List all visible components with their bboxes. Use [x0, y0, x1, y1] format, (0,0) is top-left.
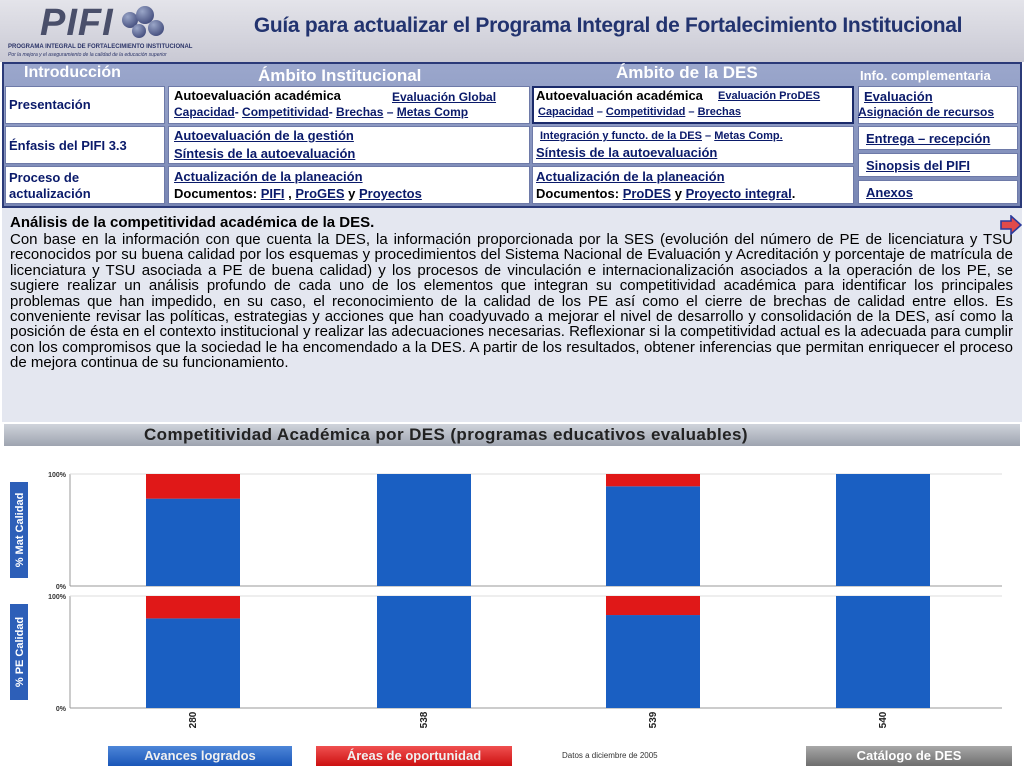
bar-achieved	[606, 486, 700, 586]
inst-evaluacion-global-link[interactable]: Evaluación Global	[392, 90, 497, 104]
nav-cell-info-anexos	[858, 180, 1018, 204]
inst-proyectos-link[interactable]: Proyectos	[358, 186, 422, 201]
bar-opportunity	[146, 596, 240, 619]
section-body: Con base en la información con que cuent…	[10, 231, 1013, 372]
ylabel: % Mat Calidad	[14, 493, 26, 568]
des-evaluacion-prodes-link[interactable]: Evaluación ProDES	[718, 90, 821, 102]
logo-spheres-icon	[122, 6, 166, 42]
nav-cell-inst-planeacion	[168, 166, 530, 204]
catalog-des-button[interactable]: Catálogo de DES	[806, 746, 1012, 766]
des-prodes-link[interactable]: ProDES	[622, 186, 672, 201]
legend-achieved: Avances logrados	[108, 746, 292, 766]
info-evaluacion-link[interactable]: Evaluación	[864, 89, 933, 104]
enfasis-link[interactable]: Énfasis del PIFI 3.3	[9, 138, 127, 153]
nav-cell-presentacion	[5, 86, 165, 124]
content-panel	[2, 208, 1022, 422]
pifi-logo: PIFI PROGRAMA INTEGRAL DE FORTALECIMIENT…	[4, 2, 204, 60]
category-label: 539	[648, 711, 659, 728]
section-title: Análisis de la competitividad académica …	[10, 214, 375, 231]
inst-docs-conjunction: y	[348, 186, 356, 201]
des-competitividad-link[interactable]: Competitividad	[605, 106, 686, 118]
nav-cell-proceso	[5, 166, 165, 204]
info-entrega-link[interactable]: Entrega – recepción	[866, 131, 991, 146]
nav-cell-des-planeacion	[532, 166, 854, 204]
info-sinopsis-link[interactable]: Sinopsis del PIFI	[866, 158, 971, 173]
inst-autoevaluacion-link[interactable]: Autoevaluación académica	[174, 88, 341, 103]
header-bar	[0, 0, 1024, 62]
page-title: Guía para actualizar el Programa Integra…	[253, 14, 963, 37]
bar-opportunity	[606, 474, 700, 487]
nav-cell-enfasis	[5, 126, 165, 164]
nav-header-des[interactable]: Ámbito de la DES	[616, 63, 758, 82]
nav-cell-info-entrega	[858, 126, 1018, 150]
nav-header-info[interactable]: Info. complementaria	[860, 68, 991, 83]
bar-opportunity	[606, 596, 700, 616]
info-asignacion-link[interactable]: Asignación de recursos	[858, 105, 995, 119]
logo-subtitle: PROGRAMA INTEGRAL DE FORTALECIMIENTO INS…	[8, 44, 193, 50]
next-arrow-icon[interactable]	[1000, 215, 1022, 235]
des-sintesis-link[interactable]: Síntesis de la autoevaluación	[536, 145, 718, 160]
inst-competitividad-link[interactable]: Competitividad	[242, 105, 329, 119]
nav-cell-info-sinopsis	[858, 153, 1018, 177]
des-proyecto-integral-link[interactable]: Proyecto integral	[685, 186, 792, 201]
inst-sintesis-link[interactable]: Síntesis de la autoevaluación	[174, 146, 356, 161]
presentacion-link[interactable]: Presentación	[9, 97, 91, 112]
bar-achieved	[377, 474, 471, 586]
bar-achieved	[606, 615, 700, 708]
des-docs-conjunction: y	[674, 186, 682, 201]
proceso-link[interactable]: Proceso de actualización	[9, 170, 91, 201]
nav-cell-des-autoevaluacion	[532, 86, 854, 124]
bar-achieved	[146, 618, 240, 708]
tick-label: 100%	[48, 594, 67, 601]
inst-pifi-link[interactable]: PIFI	[260, 186, 285, 201]
category-label: 280	[188, 711, 199, 728]
nav-cell-des-integracion	[532, 126, 854, 164]
bar-achieved	[836, 474, 930, 586]
nav-header-institucional[interactable]: Ámbito Institucional	[258, 66, 422, 85]
nav-header-intro[interactable]: Introducción	[24, 64, 121, 81]
chart-title-banner	[4, 424, 1020, 446]
category-label: 540	[878, 711, 889, 728]
info-anexos-link[interactable]: Anexos	[866, 185, 913, 200]
inst-planeacion-link[interactable]: Actualización de la planeación	[174, 169, 363, 184]
des-autoevaluacion-link[interactable]: Autoevaluación académica	[536, 88, 703, 103]
ylabel-badge	[10, 482, 28, 578]
des-subindicators: Capacidad – Competitividad – Brechas	[538, 106, 741, 118]
logo-tagline: Por la mejora y el aseguramiento de la c…	[8, 52, 167, 58]
logo-text: PIFI	[40, 2, 114, 44]
inst-subindicators: Capacidad- Competitividad- Brechas – Met…	[174, 105, 469, 119]
des-metas-link[interactable]: Metas Comp.	[714, 130, 783, 142]
nav-cell-inst-autoevaluacion	[168, 86, 530, 124]
category-label: 538	[419, 711, 430, 728]
des-integracion-link[interactable]: Integración y functo. de la DES	[540, 130, 702, 142]
ylabel: % PE Calidad	[14, 617, 26, 687]
legend-opportunity: Áreas de oportunidad	[316, 746, 512, 766]
des-documentos-label: Documentos:	[536, 186, 620, 201]
chart-title: Competitividad Académica por DES (progra…	[144, 425, 748, 444]
des-capacidad-link[interactable]: Capacidad	[538, 106, 594, 118]
inst-proges-link[interactable]: ProGES	[295, 186, 345, 201]
tick-label: 0%	[56, 584, 67, 591]
des-integracion-row: Integración y functo. de la DES – Metas …	[540, 130, 783, 142]
inst-brechas-link[interactable]: Brechas	[336, 105, 384, 119]
bar-achieved	[836, 596, 930, 708]
data-date-note: Datos a diciembre de 2005	[562, 751, 658, 760]
bar-achieved	[146, 498, 240, 586]
inst-documentos-label: Documentos:	[174, 186, 258, 201]
competitividad-chart: 0% 100% % Mat Calidad 0% 100% % PE Calidad 280…	[10, 472, 1002, 728]
nav-cell-inst-gestion	[168, 126, 530, 164]
inst-gestion-link[interactable]: Autoevaluación de la gestión	[174, 128, 354, 143]
des-planeacion-link[interactable]: Actualización de la planeación	[536, 169, 725, 184]
ylabel-badge	[10, 604, 28, 700]
tick-label: 100%	[48, 472, 67, 479]
des-documentos: Documentos: ProDES y Proyecto integral.	[536, 186, 796, 201]
tick-label: 0%	[56, 706, 67, 713]
des-brechas-link[interactable]: Brechas	[697, 106, 741, 118]
bar-achieved	[377, 596, 471, 708]
nav-cell-info-evaluacion	[858, 86, 1018, 124]
bar-opportunity	[146, 474, 240, 499]
inst-capacidad-link[interactable]: Capacidad	[174, 105, 235, 119]
inst-documentos: Documentos: PIFI , ProGES y Proyectos	[174, 186, 422, 201]
inst-metas-link[interactable]: Metas Comp	[396, 105, 469, 119]
